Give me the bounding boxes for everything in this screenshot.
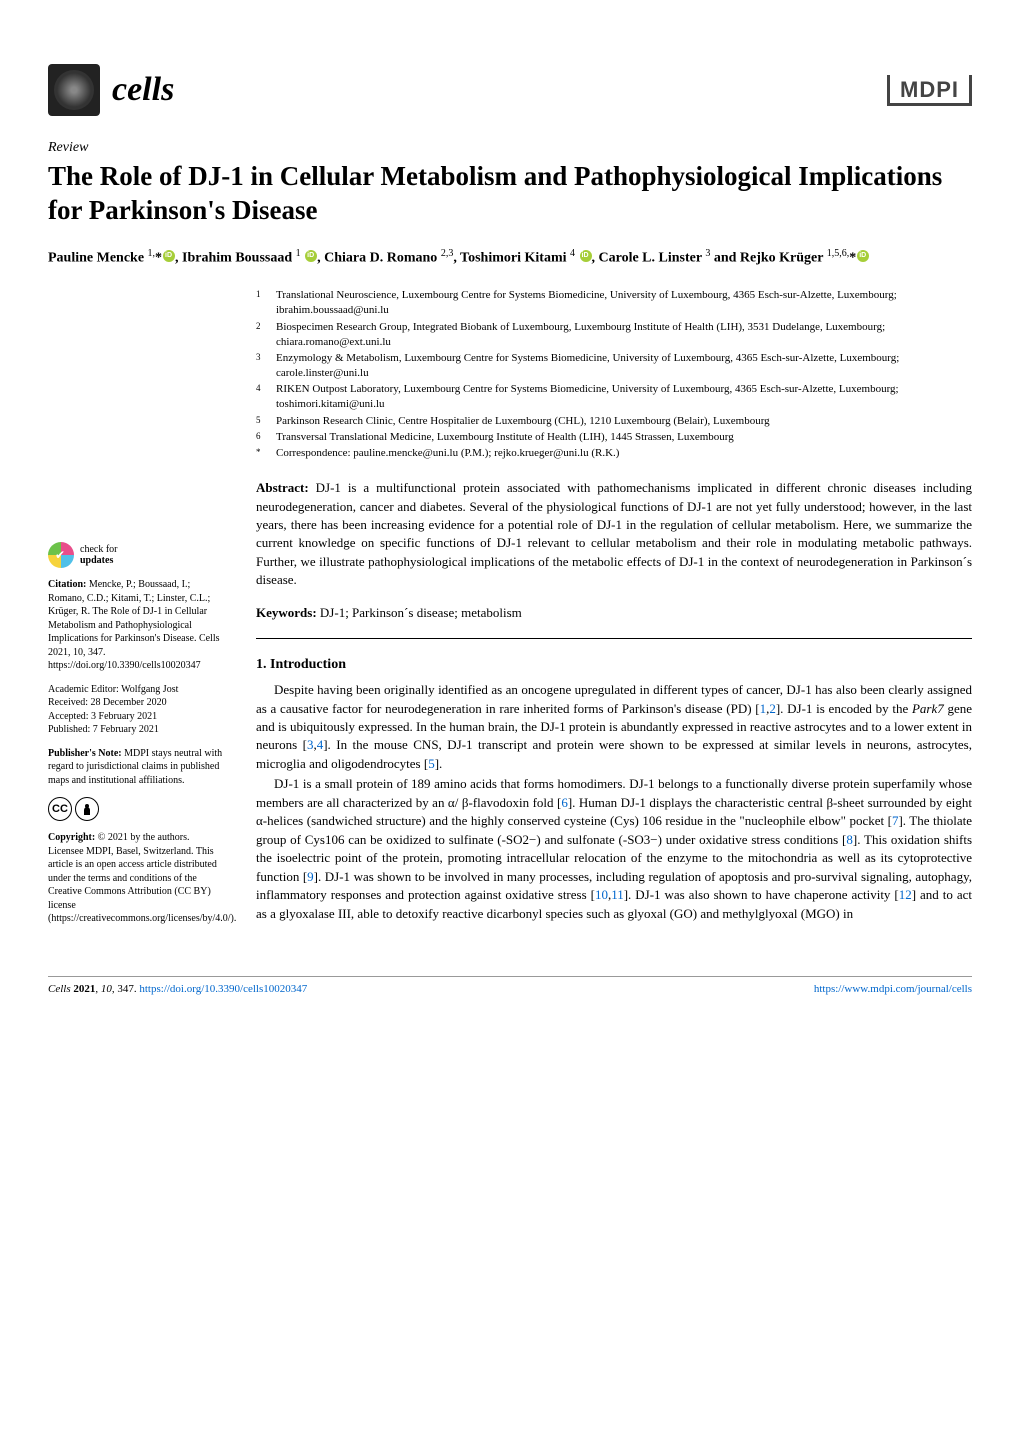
paragraph-1: Despite having been originally identifie… <box>256 681 972 773</box>
publisher-note-label: Publisher's Note: <box>48 748 122 759</box>
separator-rule <box>256 638 972 639</box>
accepted-line: Accepted: 3 February 2021 <box>48 711 157 722</box>
abstract-text: DJ-1 is a multifunctional protein associ… <box>256 480 972 587</box>
affil-text: Transversal Translational Medicine, Luxe… <box>276 430 734 445</box>
article-type: Review <box>48 140 972 156</box>
orcid-icon <box>163 250 175 262</box>
ref-link[interactable]: 10 <box>595 887 608 902</box>
affil-text: Biospecimen Research Group, Integrated B… <box>276 320 972 350</box>
citation-text: Mencke, P.; Boussaad, I.; Romano, C.D.; … <box>48 579 220 671</box>
by-icon <box>75 797 99 821</box>
abstract-label: Abstract: <box>256 480 309 495</box>
ref-link[interactable]: 8 <box>846 832 853 847</box>
ref-link[interactable]: 11 <box>611 887 624 902</box>
sidebar: check forupdates Citation: Mencke, P.; B… <box>48 288 224 936</box>
affil-num: 5 <box>256 414 266 429</box>
ref-link[interactable]: 2 <box>769 701 776 716</box>
journal-url[interactable]: https://www.mdpi.com/journal/cells <box>814 983 972 995</box>
ref-link[interactable]: 9 <box>307 869 314 884</box>
doi-link[interactable]: https://doi.org/10.3390/cells10020347 <box>139 983 307 995</box>
check-updates-label: check forupdates <box>80 544 117 566</box>
affil-text: Translational Neuroscience, Luxembourg C… <box>276 288 972 318</box>
copyright-text: © 2021 by the authors. Licensee MDPI, Ba… <box>48 832 236 924</box>
keywords-text: DJ-1; Parkinson´s disease; metabolism <box>320 605 522 620</box>
ref-link[interactable]: 6 <box>561 795 568 810</box>
affil-text: RIKEN Outpost Laboratory, Luxembourg Cen… <box>276 382 972 412</box>
header-row: cells MDPI <box>48 64 972 116</box>
ref-link[interactable]: 3 <box>307 737 314 752</box>
ref-link[interactable]: 1 <box>760 701 767 716</box>
affil-num: 6 <box>256 430 266 445</box>
paragraph-2: DJ-1 is a small protein of 189 amino aci… <box>256 775 972 923</box>
affil-num: 4 <box>256 382 266 412</box>
keywords-label: Keywords: <box>256 605 317 620</box>
keywords: Keywords: DJ-1; Parkinson´s disease; met… <box>256 604 972 622</box>
check-for-updates[interactable]: check forupdates <box>48 542 224 568</box>
footer: Cells 2021, 10, 347. https://doi.org/10.… <box>48 976 972 995</box>
affil-text: Parkinson Research Clinic, Centre Hospit… <box>276 414 770 429</box>
affil-num: 3 <box>256 351 266 381</box>
journal-logo-icon <box>48 64 100 116</box>
main-column: 1 Translational Neuroscience, Luxembourg … <box>256 288 972 925</box>
ref-link[interactable]: 7 <box>892 813 899 828</box>
editor-line: Academic Editor: Wolfgang Jost <box>48 684 178 695</box>
copyright-label: Copyright: <box>48 832 95 843</box>
ref-link[interactable]: 12 <box>899 887 912 902</box>
citation-block: Citation: Mencke, P.; Boussaad, I.; Roma… <box>48 578 224 673</box>
affil-num: * <box>256 446 266 461</box>
editor-dates: Academic Editor: Wolfgang Jost Received:… <box>48 683 224 737</box>
abstract: Abstract: DJ-1 is a multifunctional prot… <box>256 479 972 590</box>
citation-label: Citation: <box>48 579 86 590</box>
published-line: Published: 7 February 2021 <box>48 724 159 735</box>
section-heading: 1. Introduction <box>256 655 972 675</box>
authors-line: Pauline Mencke 1,*, Ibrahim Boussaad 1 ,… <box>48 246 972 269</box>
affil-num: 2 <box>256 320 266 350</box>
affil-num: 1 <box>256 288 266 318</box>
ref-link[interactable]: 5 <box>428 756 435 771</box>
orcid-icon <box>580 250 592 262</box>
publisher-note: Publisher's Note: MDPI stays neutral wit… <box>48 747 224 788</box>
copyright-block: Copyright: © 2021 by the authors. Licens… <box>48 831 224 926</box>
ref-link[interactable]: 4 <box>317 737 324 752</box>
received-line: Received: 28 December 2020 <box>48 697 167 708</box>
affil-text: Enzymology & Metabolism, Luxembourg Cent… <box>276 351 972 381</box>
journal-name: cells <box>112 71 174 109</box>
cc-icon: CC <box>48 797 72 821</box>
article-title: The Role of DJ-1 in Cellular Metabolism … <box>48 160 972 228</box>
footer-left: Cells 2021, 10, 347. https://doi.org/10.… <box>48 983 307 995</box>
check-updates-icon <box>48 542 74 568</box>
body-text: Despite having been originally identifie… <box>256 681 972 923</box>
cc-by-icon: CC <box>48 797 224 821</box>
orcid-icon <box>857 250 869 262</box>
journal-logo: cells <box>48 64 174 116</box>
affiliations-list: 1 Translational Neuroscience, Luxembourg … <box>256 288 972 461</box>
affil-text: Correspondence: pauline.mencke@uni.lu (P… <box>276 446 619 461</box>
orcid-icon <box>305 250 317 262</box>
publisher-logo: MDPI <box>887 75 972 106</box>
